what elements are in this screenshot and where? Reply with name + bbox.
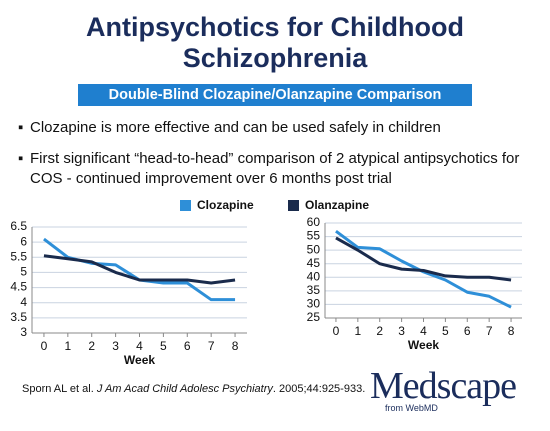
y-tick-label: 40 [307,269,321,283]
y-tick-label: 55 [307,229,321,243]
x-tick-label: 6 [464,324,471,338]
y-tick-label: 45 [307,256,321,270]
bullet-text: Clozapine is more effective and can be u… [30,119,441,136]
y-tick-label: 35 [307,283,321,297]
logo: Medscape [370,365,517,407]
x-tick-label: 5 [160,339,167,353]
series-line [43,237,236,302]
x-tick-label: 2 [376,324,383,338]
y-tick-label: 3 [20,325,27,339]
x-tick-label: 8 [232,339,239,353]
x-tick-label: 3 [112,339,119,353]
bullet: ▪ First significant “head-to-head” compar… [18,149,528,189]
x-tick-label: 3 [398,324,405,338]
citation-journal: J Am Acad Child Adolesc Psychiatry [96,383,273,395]
y-tick-label: 5.5 [10,249,27,263]
legend-swatch [288,200,299,211]
x-tick-label: 6 [184,339,191,353]
legend-label: Olanzapine [305,198,369,212]
x-tick-label: 4 [420,324,427,338]
y-tick-label: 6 [20,234,27,248]
citation: Sporn AL et al. J Am Acad Child Adolesc … [22,383,365,395]
bullet-text: First significant “head-to-head” compari… [30,150,520,187]
y-tick-label: 50 [307,242,321,256]
citation-authors: Sporn AL et al. [22,383,97,395]
x-axis-label: Week [124,353,155,367]
x-tick-label: 0 [41,339,48,353]
legend-label: Clozapine [197,198,254,212]
logo-subtext: from WebMD [385,403,438,413]
y-tick-label: 6.5 [10,219,27,233]
x-tick-label: 4 [136,339,143,353]
bullet: ▪ Clozapine is more effective and can be … [18,118,538,138]
x-tick-label: 2 [88,339,95,353]
x-tick-label: 8 [508,324,515,338]
x-axis-label: Week [408,338,439,352]
y-tick-label: 3.5 [10,310,27,324]
x-tick-label: 7 [486,324,493,338]
x-tick-label: 1 [354,324,361,338]
bullet-marker: ▪ [18,150,24,167]
slide-subtitle: Double-Blind Clozapine/Olanzapine Compar… [78,84,472,106]
x-tick-label: 0 [333,324,340,338]
x-tick-label: 5 [442,324,449,338]
x-tick-label: 1 [64,339,71,353]
y-tick-label: 4.5 [10,280,27,294]
series-line [43,254,236,285]
x-tick-label: 7 [208,339,215,353]
slide-title: Antipsychotics for Childhood Schizophren… [86,12,464,73]
citation-details: . 2005;44:925-933. [272,383,366,395]
bullet-marker: ▪ [18,119,24,136]
y-tick-label: 5 [20,265,27,279]
y-tick-label: 60 [307,215,321,229]
y-tick-label: 4 [20,295,27,309]
y-tick-label: 30 [307,297,321,311]
legend-swatch [180,200,191,211]
series-line [335,236,512,282]
y-tick-label: 25 [307,310,321,324]
